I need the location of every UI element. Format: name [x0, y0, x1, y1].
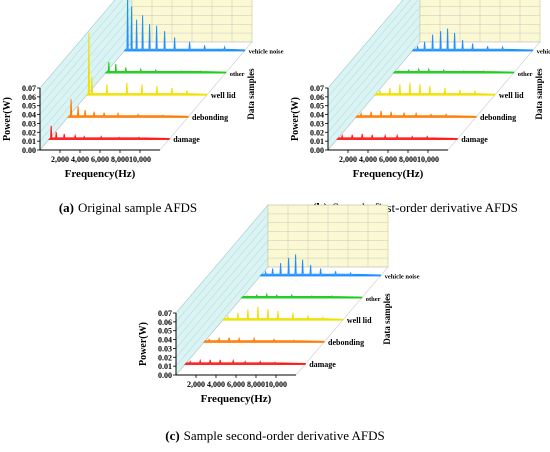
panel-c-y-tick-label-3: 0.03: [158, 344, 172, 353]
panel-a-y-tick-label-5: 0.05: [22, 102, 36, 111]
panel-b-y-tick-label-0: 0.00: [310, 146, 324, 155]
panel-c-caption: (c) Sample second-order derivative AFDS: [165, 428, 385, 443]
panel-a-chart: 0.000.010.020.030.040.050.060.07 2,000 4,…: [2, 0, 284, 180]
panel-c-y-tick-label-7: 0.07: [158, 309, 172, 318]
panel-c-x-tick-label-1: 4,000: [207, 380, 225, 389]
panel-c-series-label-other: other: [366, 296, 381, 303]
panel-b-x-tick-label-4: 10,000: [417, 155, 439, 164]
panel-c-y-tick-label-5: 0.05: [158, 327, 172, 336]
panel-c-y-tick-label-4: 0.04: [158, 336, 172, 345]
panel-b-series-label-well-lid: well lid: [499, 91, 524, 100]
panel-c-z-axis-label: Data samples: [382, 293, 392, 345]
panel-a-grid-y-7: [39, 0, 116, 89]
panel-a-series-well-lid: [85, 32, 208, 96]
panel-a-x-axis-label: Frequency(Hz): [65, 168, 136, 180]
panel-b-series-other: [392, 67, 515, 74]
panel-c-y-tick-label-6: 0.06: [158, 318, 172, 327]
panel-a-series-label-well-lid: well lid: [211, 91, 236, 100]
panel-a-x-tick-label-3: 8,000: [111, 155, 129, 164]
panel-a-series-vehicle-noise: [123, 0, 246, 52]
panel-a-grid-y-6: [39, 0, 123, 98]
panel-b-series-vehicle-noise: [411, 28, 534, 52]
panel-c-y-tick-label-1: 0.01: [158, 362, 172, 371]
panel-c-series-label-debonding: debonding: [328, 338, 364, 347]
panel-b-x-axis-label: Frequency(Hz): [353, 168, 424, 180]
panel-a-x-tick-label-2: 6,000: [91, 155, 109, 164]
panel-b-x-tick-label-0: 2,000: [339, 155, 357, 164]
panel-b-y-tick-label-5: 0.05: [310, 102, 324, 111]
panel-a-z-axis-label: Data samples: [246, 68, 256, 120]
panel-a-series-damage: [47, 125, 170, 140]
panel-b-series-label-other: other: [518, 71, 533, 78]
panel-c-x-tick-label-3: 8,000: [247, 380, 265, 389]
panel-c-series-vehicle-noise: [259, 254, 382, 277]
panel-b-x-tick-label-2: 6,000: [379, 155, 397, 164]
panel-b-grid-y-6: [327, 0, 411, 98]
panel-b-grid-y-5: [327, 0, 419, 106]
panel-b-x-tick-label-3: 8,000: [399, 155, 417, 164]
panel-a-x-tick-label-1: 4,000: [71, 155, 89, 164]
panel-a-y-tick-label-1: 0.01: [22, 137, 36, 146]
panel-a-series-debonding: [66, 99, 189, 118]
panel-b-z-axis-label: Data samples: [534, 68, 544, 120]
panel-a-x-tick-label-0: 2,000: [51, 155, 69, 164]
panel-a-y-tick-label-6: 0.06: [22, 93, 36, 102]
panel-c-x-tick-label-2: 6,000: [227, 380, 245, 389]
panel-b-series-damage: [335, 133, 458, 140]
panel-b-series-well-lid: [373, 82, 496, 96]
panel-c-chart: 0.000.010.020.030.040.050.060.07 2,000 4,…: [138, 204, 420, 405]
panel-b-y-tick-label-1: 0.01: [310, 137, 324, 146]
panel-b-y-tick-label-6: 0.06: [310, 93, 324, 102]
panel-a-series-label-other: other: [230, 71, 245, 78]
panel-c-series-debonding: [202, 336, 325, 343]
panel-c-series-damage: [183, 358, 306, 365]
panel-a-caption: (a) Original sample AFDS: [59, 200, 197, 215]
panel-b-chart: 0.000.010.020.030.040.050.060.07 2,000 4,…: [290, 0, 550, 180]
panel-b-x-tick-label-1: 4,000: [359, 155, 377, 164]
panel-a-y-axis-label: Power(W): [2, 97, 13, 141]
panel-a-y-tick-label-7: 0.07: [22, 84, 36, 93]
panel-c-series-well-lid: [221, 306, 344, 321]
panel-c-x-axis-label: Frequency(Hz): [201, 393, 272, 405]
panel-c-series-label-vehicle-noise: vehicle noise: [385, 274, 420, 281]
panel-a-y-tick-label-4: 0.04: [22, 111, 36, 120]
panel-c-y-tick-label-2: 0.02: [158, 353, 172, 362]
panel-c-y-tick-label-0: 0.00: [158, 371, 172, 380]
panel-c-y-axis-label: Power(W): [138, 322, 149, 366]
panel-a-series-other: [104, 62, 227, 74]
panel-a-y-tick-label-2: 0.02: [22, 128, 36, 137]
panel-b-series-debonding: [354, 110, 477, 118]
panel-a-y-tick-label-3: 0.03: [22, 119, 36, 128]
panel-a-grid-y-5: [39, 0, 131, 106]
panel-b-y-axis-label: Power(W): [290, 97, 301, 141]
panel-a-y-tick-label-0: 0.00: [22, 146, 36, 155]
panel-c-series-label-damage: damage: [309, 360, 336, 369]
panel-b-series-label-damage: damage: [461, 135, 488, 144]
panel-c-x-tick-label-0: 2,000: [187, 380, 205, 389]
panel-b-y-tick-label-4: 0.04: [310, 111, 324, 120]
panel-b-series-label-vehicle-noise: vehicle noise: [537, 49, 550, 56]
panel-b-y-tick-label-7: 0.07: [310, 84, 324, 93]
panel-c-series-label-well-lid: well lid: [347, 316, 372, 325]
panel-c-series-other: [240, 292, 363, 299]
panel-b-grid-y-7: [327, 0, 404, 89]
panel-a-series-label-damage: damage: [173, 135, 200, 144]
panel-a-series-label-vehicle-noise: vehicle noise: [249, 49, 284, 56]
panel-a-x-tick-label-4: 10,000: [129, 155, 151, 164]
panel-b-series-label-debonding: debonding: [480, 113, 516, 122]
panel-c-x-tick-label-4: 10,000: [265, 380, 287, 389]
panel-a-series-label-debonding: debonding: [192, 113, 228, 122]
panel-b-y-tick-label-3: 0.03: [310, 119, 324, 128]
panel-b-y-tick-label-2: 0.02: [310, 128, 324, 137]
